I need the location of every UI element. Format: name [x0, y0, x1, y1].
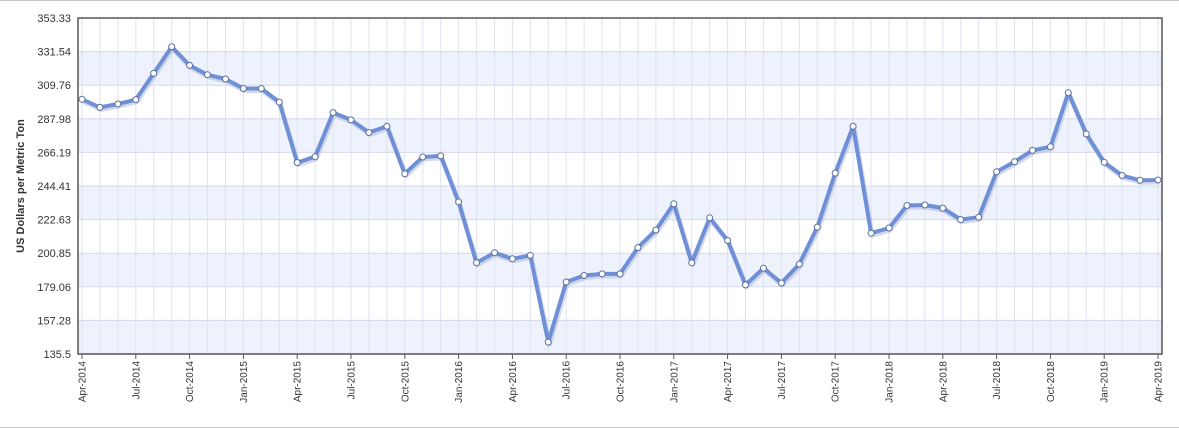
x-tick-label: Jul-2016 — [562, 361, 573, 400]
data-point[interactable] — [616, 270, 624, 278]
data-point[interactable] — [724, 237, 732, 244]
y-tick-label: 287.98 — [37, 114, 71, 126]
data-point[interactable] — [777, 279, 785, 287]
data-point[interactable] — [239, 85, 247, 92]
data-point[interactable] — [275, 98, 283, 106]
x-tick-label: Oct-2018 — [1046, 361, 1057, 403]
data-point[interactable] — [1154, 176, 1162, 184]
data-point[interactable] — [598, 270, 606, 278]
data-point[interactable] — [401, 170, 409, 178]
x-tick-label: Apr-2019 — [1154, 361, 1165, 403]
x-tick-label: Oct-2014 — [185, 361, 196, 403]
x-tick-label: Apr-2017 — [723, 361, 734, 403]
data-point[interactable] — [849, 122, 857, 130]
data-point[interactable] — [347, 116, 355, 124]
x-tick-label: Apr-2018 — [938, 361, 949, 403]
series-layer — [78, 43, 1162, 347]
data-point[interactable] — [491, 249, 498, 257]
data-point[interactable] — [670, 200, 678, 208]
x-tick-label: Jan-2019 — [1100, 361, 1111, 403]
data-point[interactable] — [795, 260, 803, 268]
data-point[interactable] — [544, 338, 552, 346]
data-point[interactable] — [473, 259, 480, 267]
data-point[interactable] — [1082, 130, 1090, 138]
data-point[interactable] — [580, 272, 588, 279]
y-tick-label: 331.54 — [37, 47, 71, 59]
x-tick-label: Jul-2014 — [131, 361, 142, 400]
data-point[interactable] — [365, 129, 373, 136]
x-tick-label: Jan-2015 — [239, 361, 250, 403]
y-tick-label: 353.33 — [37, 13, 71, 25]
x-tick-label: Apr-2014 — [78, 361, 89, 403]
data-point[interactable] — [706, 214, 714, 222]
data-point[interactable] — [222, 75, 229, 83]
y-axis-label: US Dollars per Metric Ton — [15, 119, 27, 253]
data-point[interactable] — [742, 281, 749, 289]
x-tick-label: Oct-2016 — [616, 361, 627, 403]
y-tick-label: 309.76 — [37, 80, 71, 92]
data-point[interactable] — [186, 61, 194, 69]
y-tick-label: 266.19 — [37, 147, 71, 159]
data-point[interactable] — [257, 85, 265, 92]
data-point[interactable] — [293, 159, 301, 167]
x-tick-label: Jan-2016 — [454, 361, 465, 403]
data-point[interactable] — [760, 264, 767, 272]
y-tick-label: 157.28 — [37, 315, 71, 327]
x-axis: Apr-2014 Jul-2014 Oct-2014 Jan-2015 Apr-2015… — [78, 354, 1165, 403]
data-point[interactable] — [921, 201, 929, 209]
x-tick-label: Jul-2017 — [777, 361, 788, 400]
data-point[interactable] — [1046, 143, 1054, 151]
x-tick-label: Jul-2015 — [347, 361, 358, 400]
data-point[interactable] — [975, 213, 983, 221]
data-point[interactable] — [993, 168, 1001, 176]
x-tick-label: Jul-2018 — [992, 361, 1003, 400]
y-axis: 353.33 331.54 309.76 287.98 266.19 244.41 222.… — [37, 13, 71, 361]
data-point[interactable] — [867, 229, 875, 237]
data-point[interactable] — [132, 96, 140, 104]
data-point[interactable] — [204, 71, 211, 79]
y-tick-label: 244.41 — [37, 181, 71, 193]
data-point[interactable] — [1064, 89, 1072, 97]
data-point[interactable] — [508, 255, 516, 263]
data-point[interactable] — [311, 153, 319, 161]
data-point[interactable] — [383, 122, 391, 130]
data-point[interactable] — [813, 223, 821, 231]
data-point[interactable] — [96, 103, 104, 111]
x-tick-label: Jan-2017 — [669, 361, 680, 403]
data-point[interactable] — [419, 153, 427, 161]
data-point[interactable] — [78, 95, 86, 103]
y-tick-label: 179.06 — [37, 282, 71, 294]
data-point[interactable] — [455, 198, 463, 206]
data-point[interactable] — [688, 259, 696, 267]
data-point[interactable] — [957, 216, 965, 224]
data-point[interactable] — [1029, 146, 1036, 154]
data-point[interactable] — [1136, 176, 1144, 184]
y-tick-label: 200.85 — [37, 248, 71, 260]
data-point[interactable] — [329, 109, 337, 117]
data-point[interactable] — [939, 204, 947, 212]
y-tick-label: 222.63 — [37, 215, 71, 227]
data-point[interactable] — [1100, 158, 1108, 166]
data-point[interactable] — [1118, 172, 1126, 179]
data-point[interactable] — [168, 43, 176, 51]
data-point[interactable] — [562, 278, 570, 286]
x-tick-label: Apr-2015 — [293, 361, 304, 403]
data-point[interactable] — [903, 202, 911, 209]
data-point[interactable] — [437, 152, 445, 160]
x-tick-label: Oct-2015 — [400, 361, 411, 403]
x-tick-label: Jan-2018 — [885, 361, 896, 403]
x-tick-label: Oct-2017 — [831, 361, 842, 403]
data-point[interactable] — [652, 226, 660, 234]
data-point[interactable] — [150, 69, 158, 77]
data-point[interactable] — [885, 224, 893, 232]
x-tick-label: Apr-2016 — [508, 361, 519, 403]
data-point[interactable] — [831, 169, 839, 177]
data-point[interactable] — [634, 244, 642, 252]
data-point[interactable] — [526, 251, 534, 259]
data-point[interactable] — [114, 100, 122, 108]
y-tick-label: 135.5 — [43, 349, 71, 361]
data-point[interactable] — [1011, 158, 1018, 166]
